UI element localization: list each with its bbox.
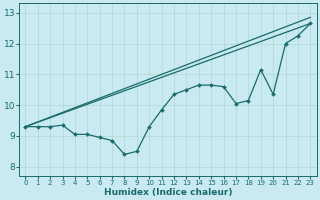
X-axis label: Humidex (Indice chaleur): Humidex (Indice chaleur): [104, 188, 232, 197]
